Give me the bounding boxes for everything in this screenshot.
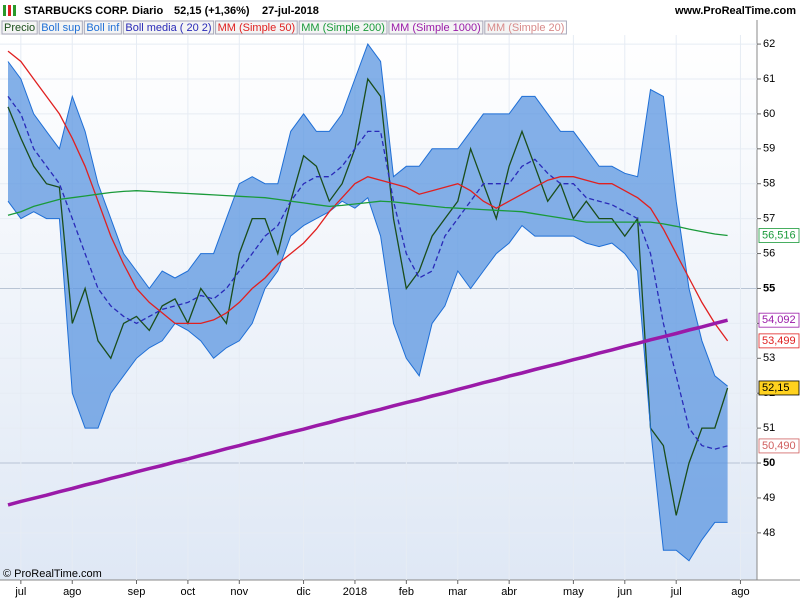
quote: 52,15 (+1,36%) xyxy=(174,5,250,17)
y-tick-label: 57 xyxy=(763,213,775,225)
y-tick-label: 51 xyxy=(763,422,775,434)
legend-box xyxy=(298,20,388,35)
series-line xyxy=(7,318,729,507)
series-line xyxy=(7,190,728,237)
series-line xyxy=(7,77,729,516)
last-value-box xyxy=(758,228,800,243)
last-value-label: 50,490 xyxy=(762,440,796,452)
period: Diario xyxy=(132,5,163,17)
legend: Precio Boll sup Boll inf Boll media ( 20 2)… xyxy=(0,20,567,35)
last-value-box xyxy=(758,312,800,328)
y-tick-label: 50 xyxy=(763,457,775,469)
x-tick-label: jul xyxy=(670,586,682,598)
legend-box xyxy=(122,20,215,35)
legend-entry: Precio xyxy=(4,22,35,34)
date: 27-jul-2018 xyxy=(262,5,319,17)
icon xyxy=(13,5,16,16)
x-tick-label: dic xyxy=(297,586,312,598)
x-tick-label: abr xyxy=(501,586,517,598)
legend-entry: MM (Simple 20) xyxy=(487,22,565,34)
y-tick-label: 48 xyxy=(763,527,775,539)
legend-box xyxy=(38,20,83,35)
title: STARBUCKS CORP. xyxy=(24,5,129,17)
series-line xyxy=(7,50,729,342)
site: www.ProRealTime.com xyxy=(674,5,796,17)
series-line xyxy=(7,196,728,562)
legend-entry: Boll sup xyxy=(41,22,80,34)
last-value-label: 54,092 xyxy=(762,314,796,326)
y-tick-label: 49 xyxy=(763,492,775,504)
y-tick-label: 60 xyxy=(763,108,775,120)
series-line xyxy=(7,96,728,450)
legend-entry: MM (Simple 1000) xyxy=(391,22,481,34)
legend-bg xyxy=(0,20,520,35)
y-tick-label: 62 xyxy=(763,38,775,50)
x-tick-label: ago xyxy=(731,586,749,598)
legend-entry: MM (Simple 50) xyxy=(218,22,296,34)
axes: 484950515253545556575859606162julagosepo… xyxy=(14,38,800,598)
y-tick-label: 58 xyxy=(763,178,775,190)
icon xyxy=(8,5,11,16)
y-tick-label: 55 xyxy=(763,282,775,294)
x-tick-label: 2018 xyxy=(343,586,367,598)
y-tick-label: 56 xyxy=(763,247,775,259)
x-tick-label: jun xyxy=(616,586,632,598)
header xyxy=(0,0,800,20)
legend-box xyxy=(1,20,38,35)
y-tick-label: 59 xyxy=(763,143,775,155)
x-tick-label: jul xyxy=(14,586,26,598)
last-value-box xyxy=(758,438,800,454)
legend-entry: Boll media ( 20 2) xyxy=(125,22,211,34)
x-tick-label: ago xyxy=(63,586,81,598)
series-line xyxy=(7,43,728,387)
icon xyxy=(3,5,6,16)
x-tick-label: sep xyxy=(128,586,146,598)
legend-box xyxy=(83,20,122,35)
footer: © ProRealTime.com xyxy=(3,568,102,580)
last-value-box xyxy=(758,380,800,396)
last-value-box xyxy=(758,333,800,349)
x-tick-label: mar xyxy=(448,586,467,598)
legend-entry: MM (Simple 200) xyxy=(301,22,385,34)
y-tick-label: 61 xyxy=(763,73,775,85)
last-value-label: 52,15 xyxy=(762,382,790,394)
x-tick-label: may xyxy=(563,586,584,598)
plot xyxy=(7,43,729,562)
legend-box xyxy=(388,20,484,35)
x-tick-label: feb xyxy=(399,586,414,598)
legend-box xyxy=(484,20,567,35)
y-tick-label: 53 xyxy=(763,352,775,364)
legend-box xyxy=(215,20,298,35)
x-tick-label: oct xyxy=(181,586,196,598)
legend-entry: Boll inf xyxy=(86,22,120,34)
last-value-label: 56,516 xyxy=(762,229,796,241)
x-tick-label: nov xyxy=(230,586,248,598)
last-value-label: 53,499 xyxy=(762,335,796,347)
